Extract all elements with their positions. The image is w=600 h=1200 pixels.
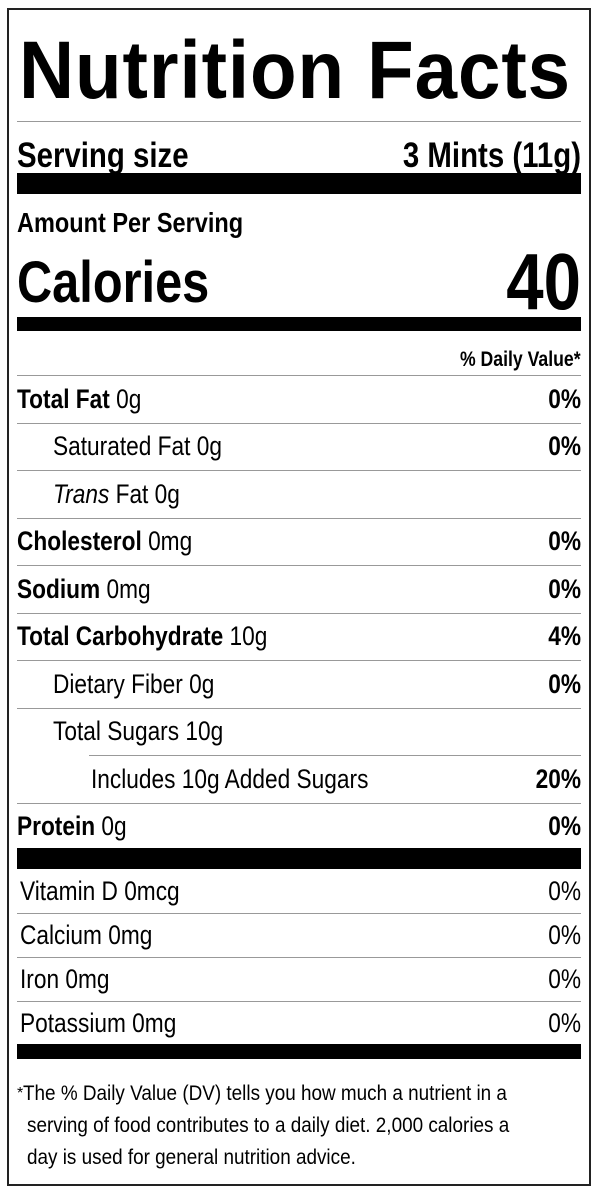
divider <box>17 707 581 709</box>
nutrient-label: Total Carbohydrate 10g <box>17 621 267 652</box>
nutrient-amount: 0g <box>109 383 142 414</box>
title-text: Nutrition Facts <box>19 25 572 116</box>
nutrient-name: Includes 10g Added Sugars <box>91 763 369 794</box>
amount-per-serving: Amount Per Serving <box>17 207 286 239</box>
serving-size-label: Serving size <box>17 136 189 175</box>
nutrient-row: Includes 10g Added Sugars 20% <box>17 756 581 802</box>
medium-divider <box>17 317 581 331</box>
nutrient-row: Protein 0g 0% <box>17 804 581 850</box>
serving-size-row: Serving size 3 Mints (11g) <box>17 134 581 178</box>
footnote-line: serving of food contributes to a daily d… <box>27 1114 510 1137</box>
nutrient-name: Saturated Fat 0g <box>53 431 222 461</box>
nutrient-name: Trans <box>53 478 110 509</box>
nutrient-name: Total Sugars 10g <box>53 716 224 746</box>
nutrient-label: Trans Fat 0g <box>53 479 180 510</box>
daily-value-header-text: % Daily Value* <box>460 348 581 371</box>
vitamin-daily-value: 0% <box>548 964 581 994</box>
vitamin-daily-value: 0% <box>548 920 581 950</box>
nutrient-label: Saturated Fat 0g <box>53 431 222 462</box>
nutrient-row: Total Fat 0g 0% <box>17 376 581 422</box>
vitamin-daily-value: 0% <box>548 1008 581 1038</box>
footnote: *The % Daily Value (DV) tells you how mu… <box>17 1078 577 1174</box>
footnote-line: The % Daily Value (DV) tells you how muc… <box>23 1082 508 1105</box>
divider <box>17 121 581 122</box>
amount-per-serving-text: Amount Per Serving <box>17 207 244 238</box>
nutrient-amount: 0mg <box>100 573 151 604</box>
vitamin-label: Vitamin D 0mcg <box>20 876 180 906</box>
nutrient-amount: 0g <box>95 811 127 841</box>
medium-divider <box>17 1044 581 1059</box>
label-title: Nutrition Facts <box>19 24 600 118</box>
nutrient-daily-value: 0% <box>548 811 581 841</box>
nutrient-name: Protein <box>17 811 96 841</box>
nutrient-daily-value: 0% <box>548 573 581 604</box>
nutrient-label: Dietary Fiber 0g <box>53 669 214 700</box>
serving-size-value: 3 Mints (11g) <box>402 136 581 175</box>
nutrient-row: Cholesterol 0mg 0% <box>17 519 581 565</box>
vitamin-row: Vitamin D 0mcg 0% <box>17 870 581 913</box>
nutrient-name: Dietary Fiber 0g <box>53 668 215 699</box>
nutrient-name: Total Carbohydrate <box>17 621 224 651</box>
divider <box>17 612 581 614</box>
nutrient-daily-value: 0% <box>548 431 581 461</box>
nutrient-name: Total Fat <box>17 383 110 414</box>
nutrition-facts-label: Nutrition Facts Serving size 3 Mints (11… <box>7 8 591 1186</box>
vitamin-label: Potassium 0mg <box>20 1008 177 1038</box>
nutrient-label: Total Sugars 10g <box>53 716 223 747</box>
nutrient-daily-value: 4% <box>548 621 581 651</box>
vitamin-daily-value: 0% <box>548 876 581 906</box>
nutrient-row: Trans Fat 0g <box>17 471 581 517</box>
nutrient-row: Sodium 0mg 0% <box>17 566 581 612</box>
calories-label: Calories <box>17 249 210 315</box>
divider <box>17 660 581 661</box>
daily-value-header: % Daily Value* <box>437 348 581 372</box>
nutrient-row: Dietary Fiber 0g 0% <box>17 661 581 707</box>
nutrient-daily-value: 0% <box>548 526 581 556</box>
divider <box>17 565 581 566</box>
vitamin-row: Iron 0mg 0% <box>17 958 581 1001</box>
nutrient-row: Total Sugars 10g <box>17 709 581 755</box>
nutrient-label: Cholesterol 0mg <box>17 526 192 557</box>
thick-divider <box>17 173 581 194</box>
vitamin-row: Potassium 0mg 0% <box>17 1002 581 1045</box>
nutrient-row: Saturated Fat 0g 0% <box>17 424 581 470</box>
nutrient-amount: 10g <box>223 621 268 651</box>
nutrient-amount: Fat 0g <box>109 478 180 509</box>
nutrient-daily-value: 20% <box>535 763 581 794</box>
vitamin-row: Calcium 0mg 0% <box>17 914 581 957</box>
calories-row: Calories 40 <box>17 237 581 326</box>
divider <box>89 755 581 756</box>
vitamin-label: Iron 0mg <box>20 964 110 994</box>
divider <box>17 1001 581 1002</box>
nutrient-name: Cholesterol <box>17 526 142 556</box>
nutrient-amount: 0mg <box>141 526 193 556</box>
divider <box>17 913 581 914</box>
divider <box>17 802 581 804</box>
divider <box>17 517 581 519</box>
nutrient-label: Total Fat 0g <box>17 384 141 415</box>
nutrient-daily-value: 0% <box>548 383 581 414</box>
divider <box>17 957 581 958</box>
nutrient-label: Sodium 0mg <box>17 574 151 605</box>
nutrient-row: Total Carbohydrate 10g 4% <box>17 614 581 660</box>
nutrient-label: Includes 10g Added Sugars <box>91 764 368 795</box>
thick-divider <box>17 848 581 869</box>
vitamin-label: Calcium 0mg <box>20 920 153 950</box>
divider <box>17 470 581 471</box>
nutrient-daily-value: 0% <box>548 668 581 699</box>
footnote-line: day is used for general nutrition advice… <box>27 1146 356 1169</box>
nutrient-label: Protein 0g <box>17 811 127 842</box>
divider <box>17 375 581 376</box>
footnote-asterisk: * <box>17 1085 24 1102</box>
divider <box>17 422 581 424</box>
calories-value: 40 <box>506 237 581 326</box>
nutrient-name: Sodium <box>17 573 101 604</box>
